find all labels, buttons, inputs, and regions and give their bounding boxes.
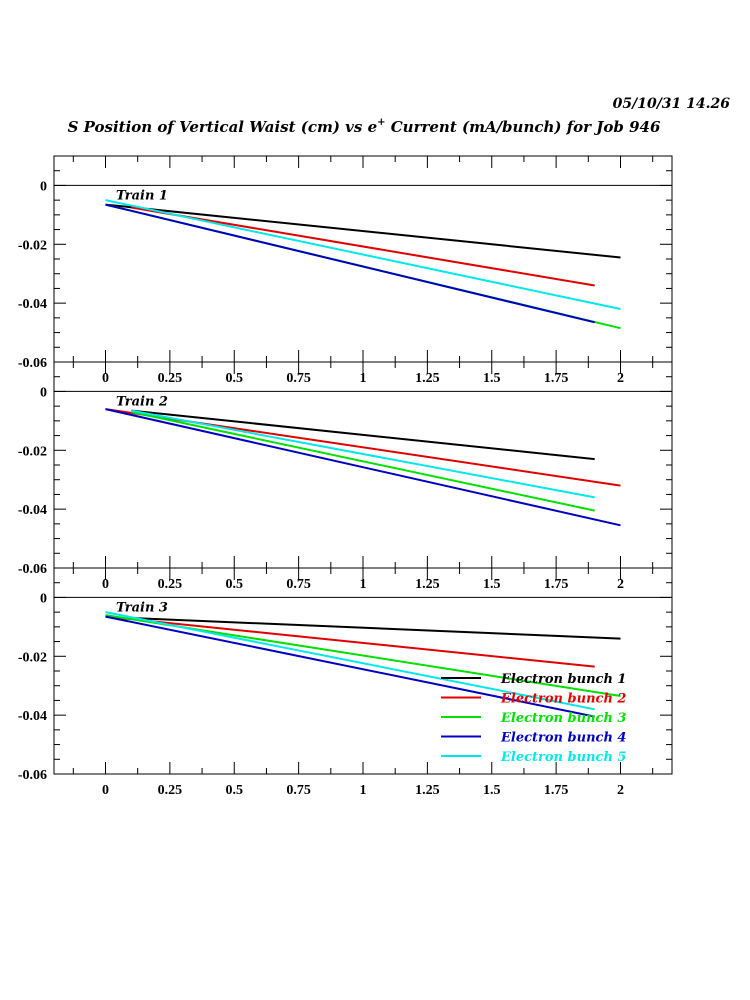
x-tick-label: 1.25 [415,371,440,386]
y-tick-label: -0.02 [18,444,47,459]
x-tick-label: 0.5 [226,577,244,592]
x-tick-label: 1.75 [544,577,569,592]
series-line [105,408,621,527]
x-tick-label: 1 [360,371,367,386]
y-tick-label: -0.02 [18,650,47,665]
legend-label: Electron bunch 5 [500,750,626,765]
x-tick-label: 1.25 [415,577,440,592]
y-tick-label: -0.06 [18,768,47,783]
series-line [131,409,595,461]
legend: Electron bunch 1 Electron bunch 2 Electron… [441,672,626,765]
series-line [131,617,621,640]
x-tick-label: 1.25 [415,783,440,798]
x-tick-label: 2 [617,783,624,798]
train-label: Train 1 [116,188,168,203]
panel-1: 0 -0.02 -0.04 -0.06 0 0.25 0.5 0.75 1 1.25 1.5 1.75… [18,155,673,386]
x-tick-label: 0 [102,783,109,798]
train-label: Train 2 [116,394,168,409]
series-line [105,203,621,259]
x-tick-label: 1 [360,577,367,592]
series-line [105,611,595,711]
x-tick-label: 0.25 [158,577,183,592]
x-tick-label: 0 [102,371,109,386]
series-line [105,615,595,668]
panel-frame [53,361,673,569]
x-tick-label: 0.75 [286,783,311,798]
train-label: Train 3 [116,600,168,615]
panel-3: 0 -0.02 -0.04 -0.06 0 0.25 0.5 0.75 1 1.25 1.5 1.75… [18,567,673,798]
chart-title: S Position of Vertical Waist (cm) vs e+ … [68,117,661,136]
y-tick-label: -0.04 [18,503,47,518]
series-line [131,206,595,287]
series-line [131,409,595,499]
y-tick-label: -0.04 [18,297,47,312]
x-tick-label: 0.75 [286,371,311,386]
x-tick-label: 0.75 [286,577,311,592]
panel-frame [53,155,673,363]
panel-2: 0 -0.02 -0.04 -0.06 0 0.25 0.5 0.75 1 1.25 1.5 1.75… [18,361,673,592]
y-tick-label: -0.06 [18,562,47,577]
x-tick-label: 0.25 [158,371,183,386]
series-line [105,203,595,324]
series-line [105,615,595,718]
title-prefix: S Position of Vertical Waist (cm) vs e [68,118,378,136]
y-tick-label: -0.02 [18,238,47,253]
panels: 0 -0.02 -0.04 -0.06 0 0.25 0.5 0.75 1 1.25 1.5 1.75… [18,155,673,798]
x-tick-label: 1.75 [544,783,569,798]
x-tick-label: 1 [360,783,367,798]
title-suffix: Current (mA/bunch) for Job 946 [386,118,661,136]
x-tick-label: 2 [617,577,624,592]
x-tick-label: 1.5 [483,783,501,798]
y-tick-label: 0 [40,385,47,400]
y-tick-label: 0 [40,591,47,606]
timestamp: 05/10/31 14.26 [613,96,731,112]
x-tick-label: 0.5 [226,371,244,386]
x-tick-label: 1.5 [483,371,501,386]
x-tick-label: 0.25 [158,783,183,798]
x-tick-label: 0.5 [226,783,244,798]
title-superscript: + [377,117,385,128]
legend-label: Electron bunch 4 [500,731,626,746]
series-line [105,199,621,310]
x-tick-label: 0 [102,577,109,592]
y-tick-label: -0.04 [18,709,47,724]
series-line [131,411,595,512]
legend-label: Electron bunch 3 [500,711,626,726]
y-tick-label: 0 [40,179,47,194]
x-tick-label: 1.75 [544,371,569,386]
x-tick-label: 1.5 [483,577,501,592]
legend-label: Electron bunch 2 [500,692,626,707]
y-tick-label: -0.06 [18,356,47,371]
legend-label: Electron bunch 1 [500,672,626,687]
x-tick-label: 2 [617,371,624,386]
